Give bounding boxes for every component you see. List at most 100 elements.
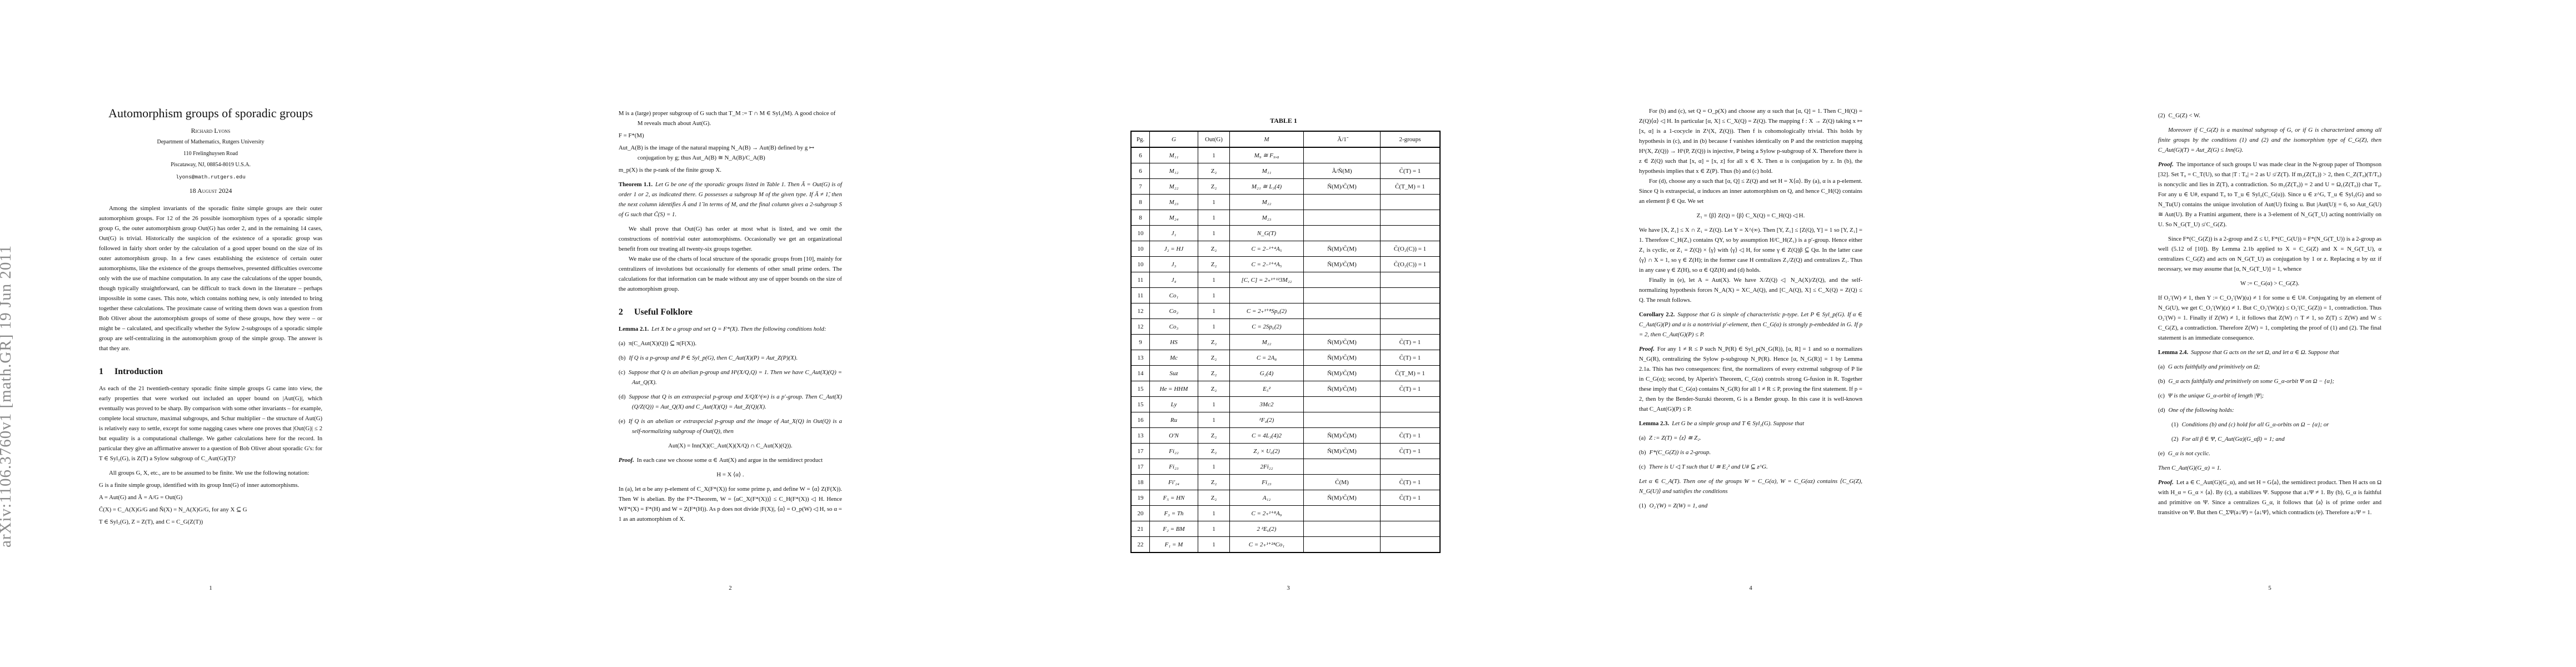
table-header-cell: Out(G) (1198, 131, 1230, 148)
table-cell: 12 (1130, 303, 1150, 319)
enumerated-item: (2) C_G(Z) < W. (2158, 111, 2381, 121)
table-cell: Ñ(M)/C̃(M) (1303, 256, 1381, 272)
table-row: 13 O′N Z₂ C = 4L₃(4)2 Ñ(M)/C̃(M) C̃(T) = 1 (1130, 427, 1441, 444)
paper-title: Automorphism groups of sporadic groups (108, 106, 313, 120)
page-number: 4 (1749, 585, 1752, 591)
table-cell (1380, 459, 1441, 475)
table-cell: F₁ = M (1149, 536, 1198, 553)
table-cell: C̃(T_M) = 1 (1380, 365, 1441, 381)
table-row: 18 Fi′₂₄ Z₂ Fi₂₃ C̃(M) C̃(T) = 1 (1130, 474, 1441, 490)
enumerated-item: (b) F*(C_G(Z)) is a 2-group. (1639, 447, 1862, 457)
table-cell: 1 (1198, 303, 1230, 319)
table-cell: Z₂ (1198, 178, 1230, 195)
table-cell: 1 (1198, 287, 1230, 303)
table-cell: C̃(T) = 1 (1380, 490, 1441, 506)
table-cell: 8 (1130, 194, 1150, 210)
table-cell (1303, 272, 1381, 288)
display-equation: H = X ⟨α⟩ . (716, 471, 744, 478)
table-row: 6 M₁₁ 1 M₉ ≅ F₉,₈ (1130, 147, 1441, 163)
paragraph: We have [X, Z₁] ≤ X ∩ Z₁ = Z(Q). Let Y =… (1639, 227, 1862, 273)
item-label: (a) (1639, 435, 1646, 441)
item-text: O₂′(W) = Z(W) = 1, and (1649, 502, 1708, 509)
paragraph: In (a), let α be any p-element of C_X(F*… (619, 486, 842, 522)
table-cell: 1 (1198, 225, 1230, 241)
table-cell (1303, 194, 1381, 210)
section-number: 2 (619, 307, 623, 317)
item-label: (a) (2158, 364, 2165, 370)
table-cell (1380, 505, 1441, 521)
display-equation: Aut(X) = Inn(X)(C_Aut(X)(X/Q) ∩ C_Aut(X)… (668, 442, 793, 449)
table-cell (1380, 412, 1441, 428)
table-cell: HS (1149, 334, 1198, 350)
display-equation: Z₁ = ⟨β⟩ Z(Q) = ⟨β⟩ C_X(Q) = C_H(Q) ◁ H. (1696, 212, 1805, 219)
table-cell: 18 (1130, 474, 1150, 490)
table-cell (1380, 272, 1441, 288)
table-cell: Z₂ (1198, 241, 1230, 257)
enumerated-item: (1) O₂′(W) = Z(W) = 1, and (1639, 501, 1862, 511)
table-cell: M₂₂ (1229, 334, 1304, 350)
table-cell: Z₂ (1198, 427, 1230, 444)
enumerated-item: (1) Conditions (b) and (c) hold for all G… (2158, 420, 2381, 430)
statement-label: Proof. (2158, 479, 2174, 486)
page-number: 2 (729, 585, 732, 591)
item-text: Ψ is the unique G_α-orbit of length |Ψ|; (2168, 392, 2264, 399)
table-header-cell: M (1229, 131, 1304, 148)
affiliation-line: 110 Frelinghuysen Road (183, 150, 238, 157)
table-cell (1303, 303, 1381, 319)
item-label: (a) (619, 340, 625, 347)
page-number: 3 (1287, 585, 1290, 591)
table-cell: M₂₃ (1229, 210, 1304, 226)
table-cell (1380, 287, 1441, 303)
statement-text: For any 1 ≠ R ≤ P such N_P(R) ∈ Syl_p(N_… (1639, 346, 1862, 412)
table-cell: 7 (1130, 178, 1150, 195)
enumerated-item: (2) For all β ∈ Ψ, C_Aut(Gα)(G_αβ) = 1; a… (2158, 434, 2381, 444)
table-cell: 11 (1130, 272, 1150, 288)
table-cell: Co₃ (1149, 318, 1198, 335)
item-text: C_G(Z) < W. (2168, 112, 2200, 119)
statement-paragraph: Then C_Aut(G)(G_α) = 1. (2158, 465, 2221, 471)
table-cell (1229, 287, 1304, 303)
notation-definition: Aut_A(B) is the image of the natural map… (619, 145, 815, 161)
statement-text: Suppose that G acts on the set Ω, and le… (2191, 349, 2339, 356)
table-cell: 1 (1198, 194, 1230, 210)
table-cell: 1 (1198, 272, 1230, 288)
page-1-content: Automorphism groups of sporadic groups Ri… (99, 106, 322, 529)
table-cell: O′N (1149, 427, 1198, 444)
table-cell: 1 (1198, 147, 1230, 163)
table-cell: 10 (1130, 225, 1150, 241)
theorem-statement: Lemma 2.3. Let G be a simple group and T … (1639, 419, 1862, 429)
table-cell: Ñ(M)/C̃(M) (1303, 241, 1381, 257)
display-equation: W := C_G(α) > C_G(Z). (2240, 280, 2300, 287)
table-row: 17 Fi₂₂ Z₂ Z₂ × U₆(2) Ñ(M)/C̃(M) C̃(T) = 1 (1130, 443, 1441, 459)
statement-text: Suppose that G is simple of characterist… (1639, 311, 1862, 338)
table-cell: Ñ(M)/C̃(M) (1303, 334, 1381, 350)
theorem-statement: Lemma 2.4. Suppose that G acts on the set… (2158, 347, 2381, 357)
paragraph: Since F*(C_G(Z)) is a 2-group and Z ≤ U,… (2158, 236, 2381, 272)
table-cell: C̃(T) = 1 (1380, 334, 1441, 350)
item-text: G_α acts faithfully and primitively on s… (2168, 378, 2335, 385)
table-cell: [C, C] = 2₊¹⁺¹²3M₂₂ (1229, 272, 1304, 288)
table-cell: C = 2₊¹⁺⁸A₉ (1229, 505, 1304, 521)
table-cell: Ñ(M)/C̃(M) (1303, 350, 1381, 366)
table-cell: Fi₂₃ (1149, 459, 1198, 475)
table-header-cell: Pg. (1130, 131, 1150, 148)
item-text: Z := Z(T) = ⟨z⟩ ≅ Z₂. (1648, 435, 1701, 441)
arxiv-stamp: arXiv:1106.3760v1 [math.GR] 19 Jun 2011 (0, 0, 23, 667)
table-cell: M₂₂ (1149, 178, 1198, 195)
notation-definition: F = F*(M) (619, 132, 644, 139)
statement-text: Let X be a group and set Q = F*(X). Then… (651, 326, 826, 332)
item-label: (b) (1639, 449, 1646, 456)
table-cell (1303, 210, 1381, 226)
table-cell: Co₁ (1149, 287, 1198, 303)
page-1: arXiv:1106.3760v1 [math.GR] 19 Jun 2011 … (0, 0, 515, 667)
section-heading: 1 Introduction (99, 366, 322, 378)
table-cell: Z₂ (1198, 443, 1230, 459)
table-cell (1303, 459, 1381, 475)
item-text: Suppose that Q is an extraspecial p-grou… (629, 394, 842, 410)
table-cell: Mc (1149, 350, 1198, 366)
paragraph: We make use of the charts of local struc… (619, 256, 842, 292)
table-cell: He = HHM (1149, 381, 1198, 397)
item-text: G acts faithfully and primitively on Ω; (2168, 364, 2260, 370)
abstract: Among the simplest invariants of the spo… (99, 205, 322, 352)
table-cell: A₁₂ (1229, 490, 1304, 506)
